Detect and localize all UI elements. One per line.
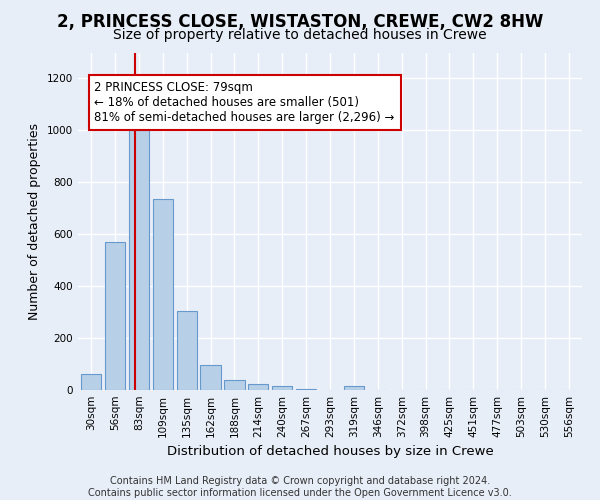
Bar xyxy=(200,366,221,390)
Bar xyxy=(105,242,125,390)
Bar xyxy=(176,311,197,390)
Bar xyxy=(272,386,292,390)
Bar xyxy=(152,199,173,390)
Text: 2 PRINCESS CLOSE: 79sqm
← 18% of detached houses are smaller (501)
81% of semi-d: 2 PRINCESS CLOSE: 79sqm ← 18% of detache… xyxy=(94,81,395,124)
Bar xyxy=(129,130,149,390)
Bar xyxy=(224,380,245,390)
Text: 2, PRINCESS CLOSE, WISTASTON, CREWE, CW2 8HW: 2, PRINCESS CLOSE, WISTASTON, CREWE, CW2… xyxy=(57,12,543,30)
Bar xyxy=(344,386,364,390)
Text: Size of property relative to detached houses in Crewe: Size of property relative to detached ho… xyxy=(113,28,487,42)
Text: Contains HM Land Registry data © Crown copyright and database right 2024.
Contai: Contains HM Land Registry data © Crown c… xyxy=(88,476,512,498)
X-axis label: Distribution of detached houses by size in Crewe: Distribution of detached houses by size … xyxy=(167,446,493,458)
Bar xyxy=(296,388,316,390)
Bar xyxy=(248,384,268,390)
Bar xyxy=(81,374,101,390)
Y-axis label: Number of detached properties: Number of detached properties xyxy=(28,122,41,320)
